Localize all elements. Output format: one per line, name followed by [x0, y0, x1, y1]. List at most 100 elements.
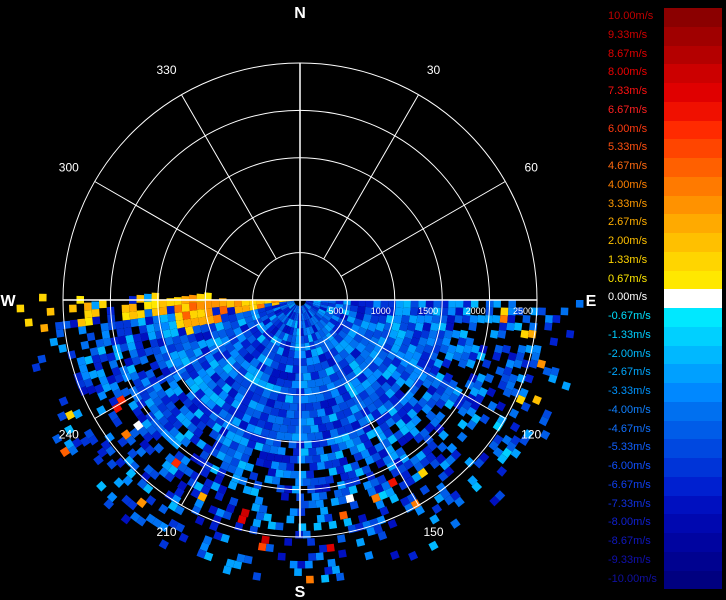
velocity-cell-636 — [283, 432, 293, 441]
velocity-cell-1449 — [321, 574, 330, 583]
scale-swatch — [664, 139, 722, 158]
velocity-cell-1086 — [106, 352, 116, 362]
velocity-cell-1455 — [103, 498, 115, 510]
velocity-cell-1250 — [275, 522, 284, 531]
velocity-cell-543 — [201, 373, 213, 385]
velocity-cell-1292 — [234, 522, 244, 532]
velocity-cell-1076 — [151, 430, 163, 441]
scale-row: -3.33m/s — [606, 383, 724, 402]
velocity-cell-107 — [288, 327, 295, 336]
velocity-cell-800 — [320, 453, 329, 463]
velocity-cell-91 — [327, 303, 336, 308]
velocity-cell-1171 — [186, 477, 198, 488]
velocity-cell-770 — [149, 338, 159, 349]
scale-swatch — [664, 8, 722, 27]
velocity-cell-402 — [227, 368, 239, 380]
scale-swatch — [664, 514, 722, 533]
velocity-cell-534 — [259, 412, 269, 422]
velocity-cell-105 — [296, 328, 300, 336]
velocity-cell-278 — [344, 353, 356, 365]
velocity-cell-1357 — [257, 542, 267, 552]
velocity-cell-1092 — [499, 315, 508, 324]
velocity-cell-1298 — [129, 461, 140, 472]
velocity-cell-828 — [136, 294, 145, 303]
velocity-cell-211 — [357, 306, 366, 314]
velocity-cell-967 — [271, 476, 281, 485]
velocity-cell-429 — [341, 391, 352, 402]
velocity-cell-849 — [367, 445, 378, 456]
scale-swatch — [664, 533, 722, 552]
velocity-cell-496 — [196, 353, 207, 365]
velocity-cell-136 — [291, 335, 297, 344]
velocity-cell-979 — [153, 409, 164, 421]
velocity-cell-1339 — [55, 329, 65, 338]
velocity-cell-1214 — [177, 480, 188, 491]
velocity-cell-1097 — [484, 373, 495, 384]
velocity-cell-742 — [330, 443, 340, 453]
velocity-cell-1346 — [501, 434, 513, 446]
velocity-cell-1149 — [466, 419, 477, 431]
velocity-cell-594 — [203, 386, 215, 398]
velocity-cell-1202 — [389, 493, 400, 504]
velocity-cell-298 — [220, 313, 230, 323]
velocity-cell-604 — [168, 320, 178, 330]
velocity-cell-801 — [312, 454, 321, 463]
velocity-cell-533 — [267, 414, 277, 424]
velocity-cell-852 — [338, 456, 349, 467]
velocity-cell-1384 — [277, 552, 286, 561]
velocity-cell-26 — [287, 301, 295, 306]
velocity-cell-864 — [226, 447, 237, 458]
velocity-cell-671 — [425, 358, 436, 369]
velocity-cell-416 — [401, 314, 410, 324]
velocity-cell-348 — [333, 378, 344, 389]
velocity-cell-281 — [324, 366, 336, 377]
velocity-cell-1362 — [122, 475, 133, 487]
velocity-cell-1106 — [413, 461, 425, 472]
velocity-cell-417 — [399, 322, 409, 332]
scale-label: 6.00m/s — [608, 122, 648, 135]
velocity-cell-451 — [197, 339, 208, 350]
velocity-cell-629 — [336, 426, 347, 436]
velocity-cell-1140 — [91, 301, 100, 310]
velocity-cell-233 — [246, 334, 257, 345]
velocity-cell-727 — [430, 365, 441, 376]
scale-swatch — [664, 289, 722, 308]
velocity-cell-1203 — [375, 499, 385, 510]
velocity-cell-503 — [181, 303, 190, 312]
velocity-cell-7 — [304, 304, 310, 310]
velocity-cell-49 — [289, 311, 295, 320]
velocity-cell-1451 — [252, 572, 262, 581]
velocity-cell-1180 — [101, 382, 112, 393]
velocity-cell-12 — [301, 305, 305, 314]
velocity-cell-952 — [419, 427, 430, 439]
velocity-cell-112 — [273, 319, 281, 327]
velocity-cell-912 — [282, 470, 292, 479]
velocity-cell-968 — [264, 475, 273, 484]
velocity-cell-468 — [381, 369, 393, 381]
velocity-cell-339 — [380, 329, 391, 340]
velocity-cell-567 — [390, 382, 401, 394]
velocity-cell-1070 — [242, 485, 252, 495]
velocity-cell-839 — [430, 391, 442, 403]
velocity-cell-824 — [140, 332, 150, 342]
velocity-cell-441 — [250, 392, 262, 403]
velocity-cell-307 — [364, 342, 376, 354]
scale-label: -7.33m/s — [608, 497, 651, 510]
velocity-cell-1320 — [414, 505, 425, 516]
velocity-cell-305 — [372, 329, 383, 340]
velocity-cell-808 — [258, 450, 268, 460]
velocity-cell-610 — [431, 315, 441, 324]
velocity-cell-214 — [350, 323, 361, 333]
velocity-cell-958 — [361, 464, 372, 475]
velocity-cell-1199 — [450, 449, 462, 461]
velocity-cell-566 — [395, 376, 406, 388]
velocity-cell-1359 — [213, 531, 223, 541]
velocity-cell-324 — [246, 364, 258, 375]
scale-label: -5.33m/s — [608, 441, 651, 454]
velocity-cell-905 — [350, 461, 360, 471]
velocity-color-scale: 10.00m/s 9.33m/s 8.67m/s 8.00m/s 7.33m/s 6.67… — [606, 8, 724, 590]
velocity-cell-65 — [317, 310, 325, 317]
velocity-cell-1428 — [294, 568, 302, 576]
velocity-cell-903 — [371, 452, 382, 463]
velocity-cell-492 — [215, 377, 227, 389]
